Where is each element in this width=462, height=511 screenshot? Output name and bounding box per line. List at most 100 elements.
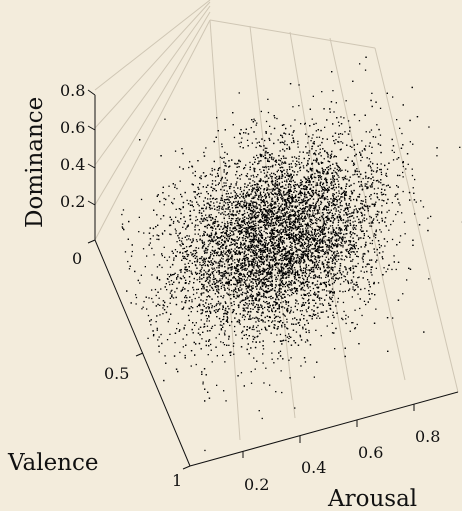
- data-point: [344, 192, 346, 194]
- data-point: [223, 213, 225, 215]
- data-point: [240, 293, 242, 295]
- data-point: [327, 156, 329, 158]
- data-point: [369, 131, 371, 133]
- data-point: [339, 133, 342, 135]
- data-point: [328, 217, 330, 219]
- data-point: [381, 205, 383, 207]
- data-point: [305, 213, 308, 215]
- data-point: [277, 216, 279, 218]
- data-point: [383, 183, 385, 186]
- data-point: [331, 260, 333, 262]
- data-point: [218, 261, 220, 263]
- data-point: [280, 302, 282, 304]
- data-point: [332, 197, 335, 199]
- data-point: [312, 252, 314, 254]
- data-point: [228, 272, 230, 274]
- data-point: [222, 354, 224, 356]
- data-point: [271, 193, 273, 195]
- data-point: [321, 190, 323, 192]
- data-point: [296, 249, 299, 251]
- data-point: [270, 181, 273, 183]
- data-point: [314, 277, 316, 279]
- data-point: [151, 289, 153, 291]
- data-point: [261, 319, 263, 321]
- data-point: [240, 263, 242, 266]
- data-point: [265, 275, 267, 278]
- data-point: [271, 259, 273, 261]
- data-point: [281, 207, 284, 210]
- data-point: [217, 244, 219, 246]
- data-point: [285, 255, 287, 257]
- data-point: [260, 210, 262, 212]
- data-point: [257, 267, 260, 269]
- data-point: [361, 185, 363, 187]
- data-point: [287, 184, 290, 186]
- data-point: [289, 231, 291, 234]
- data-point: [279, 193, 281, 196]
- data-point: [216, 254, 218, 257]
- data-point: [253, 357, 255, 359]
- data-point: [259, 279, 261, 281]
- data-point: [251, 263, 253, 265]
- data-point: [318, 246, 320, 248]
- data-point: [135, 296, 138, 299]
- data-point: [287, 285, 289, 288]
- data-point: [196, 219, 199, 221]
- data-point: [203, 210, 205, 212]
- data-point: [150, 324, 152, 326]
- data-point: [284, 249, 286, 251]
- data-point: [168, 276, 171, 278]
- data-point: [315, 204, 317, 206]
- data-point: [273, 239, 275, 241]
- data-point: [260, 110, 262, 113]
- data-point: [316, 280, 319, 282]
- data-point: [214, 293, 216, 295]
- data-point: [237, 288, 240, 290]
- data-point: [293, 214, 296, 216]
- data-point: [275, 212, 277, 214]
- data-point: [411, 168, 413, 170]
- data-point: [264, 326, 266, 328]
- data-point: [199, 183, 201, 185]
- data-point: [203, 288, 205, 290]
- data-point: [294, 222, 297, 224]
- data-point: [301, 208, 304, 210]
- data-point: [275, 230, 278, 232]
- data-point: [255, 236, 258, 238]
- data-point: [324, 126, 326, 128]
- data-point: [309, 238, 311, 241]
- data-point: [365, 201, 367, 203]
- data-point: [239, 227, 241, 229]
- data-point: [231, 214, 233, 216]
- data-point: [257, 239, 259, 241]
- data-point: [362, 261, 364, 263]
- data-point: [330, 187, 332, 190]
- data-point: [203, 276, 205, 279]
- data-point: [312, 134, 314, 136]
- data-point: [358, 170, 360, 173]
- data-point: [230, 251, 232, 253]
- data-point: [302, 277, 304, 279]
- data-point: [213, 305, 216, 308]
- data-point: [233, 233, 235, 235]
- data-point: [245, 234, 247, 236]
- data-point: [333, 156, 335, 158]
- data-point: [288, 192, 290, 194]
- data-point: [328, 290, 330, 292]
- data-point: [266, 187, 268, 189]
- data-point: [228, 344, 230, 346]
- data-point: [232, 277, 234, 279]
- data-point: [194, 249, 196, 252]
- data-point: [274, 269, 277, 271]
- tick-mark: [87, 239, 96, 244]
- data-point: [223, 271, 225, 273]
- data-point: [323, 233, 325, 235]
- data-point: [333, 273, 335, 275]
- data-point: [304, 275, 307, 278]
- data-point: [297, 211, 299, 213]
- data-point: [396, 185, 398, 187]
- data-point: [286, 254, 288, 256]
- data-point: [309, 290, 312, 292]
- data-point: [239, 251, 241, 254]
- data-point: [331, 322, 333, 324]
